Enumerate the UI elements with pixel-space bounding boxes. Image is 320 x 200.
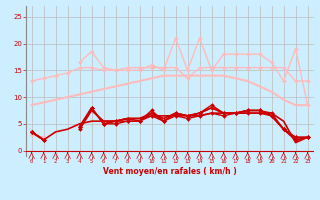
X-axis label: Vent moyen/en rafales ( km/h ): Vent moyen/en rafales ( km/h )	[103, 167, 236, 176]
